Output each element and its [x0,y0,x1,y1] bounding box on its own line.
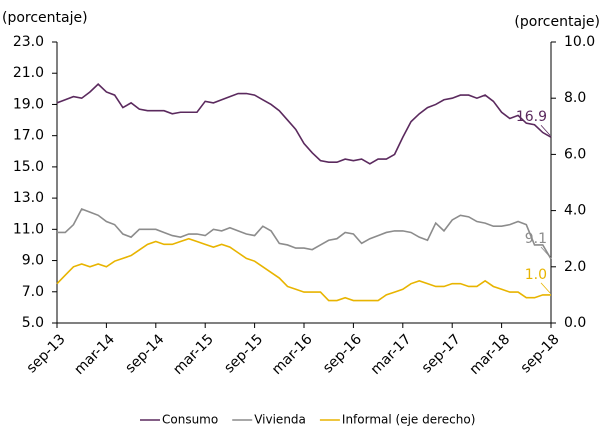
y-tick-label: 7.0 [22,284,44,300]
series-line [56,83,552,165]
legend-label: Vivienda [254,413,306,427]
x-tick-label: mar-18 [467,331,514,378]
y-tick-label: 17.0 [13,128,44,144]
x-tick-label: sep-16 [320,331,365,376]
x-tick-label: sep-18 [518,331,563,376]
data-label: 16.9 [516,109,547,125]
label-leader [540,282,551,294]
x-tick-label: sep-13 [24,331,69,376]
y-tick-label: 19.0 [13,96,44,112]
x-tick-label: sep-15 [221,331,266,376]
y-axis-title: (porcentaje) [2,10,88,26]
y2-tick-label: 4.0 [564,203,586,219]
label-leader [540,246,551,258]
y2-tick-label: 10.0 [564,34,595,50]
data-label: 1.0 [525,267,547,283]
legend-label: Consumo [162,413,218,427]
y-tick-label: 5.0 [22,315,44,331]
data-label: 9.1 [525,231,547,247]
y-tick-label: 23.0 [13,34,44,50]
x-tick-label: mar-14 [71,331,118,378]
series-line [57,208,552,260]
x-tick-label: mar-17 [368,331,415,378]
y2-tick-label: 0.0 [564,315,586,331]
y-tick-label: 15.0 [13,159,44,175]
y2-tick-label: 2.0 [564,259,586,275]
y2-tick-label: 6.0 [564,146,586,162]
x-tick-label: mar-16 [269,331,316,378]
y-tick-label: 21.0 [13,65,44,81]
series-line [56,237,551,302]
y2-tick-label: 8.0 [564,90,586,106]
legend-label: Informal (eje derecho) [342,413,476,427]
y-tick-label: 11.0 [13,221,44,237]
x-tick-label: mar-15 [170,331,217,378]
y-tick-label: 13.0 [13,190,44,206]
label-leader [540,124,551,136]
x-tick-label: sep-17 [419,331,464,376]
x-tick-label: sep-14 [122,331,167,376]
y-tick-label: 9.0 [22,253,44,269]
y2-axis-title: (porcentaje) [514,14,600,30]
